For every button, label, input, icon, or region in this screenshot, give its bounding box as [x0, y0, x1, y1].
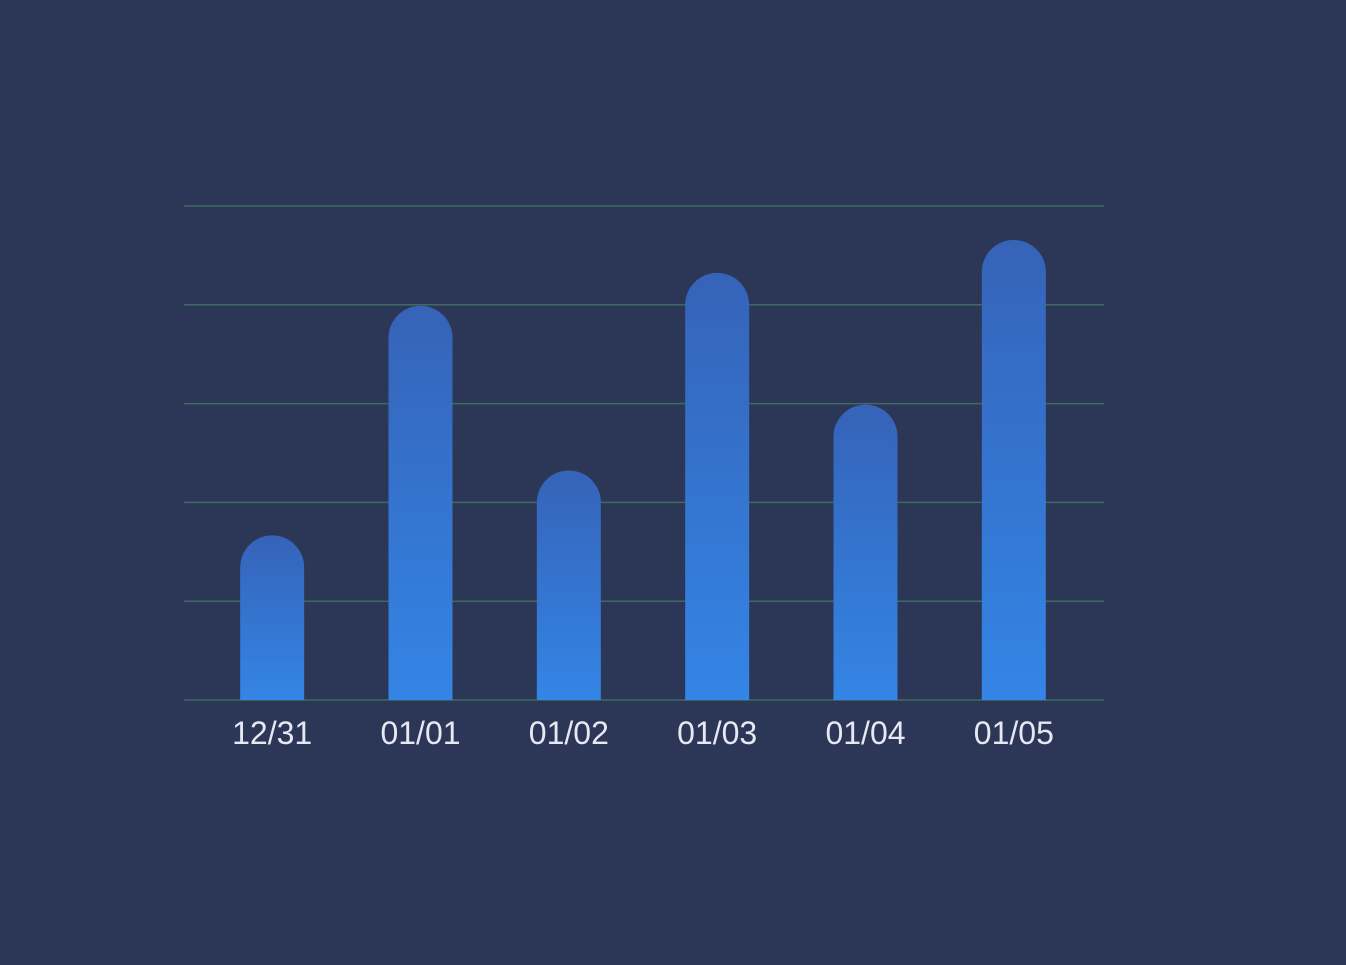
- x-tick-label: 01/04: [825, 715, 905, 751]
- bars: [240, 239, 1046, 701]
- x-tick-label: 01/03: [677, 715, 757, 751]
- bar-01-05: [981, 239, 1046, 701]
- bar-01-03: [685, 272, 750, 700]
- x-tick-label: 01/01: [380, 715, 460, 751]
- bar-01-01: [388, 305, 453, 700]
- x-tick-labels: 12/31 01/01 01/02 01/03 01/04 01/05: [232, 715, 1054, 751]
- x-tick-label: 01/05: [974, 715, 1054, 751]
- bar-01-04: [833, 404, 898, 700]
- bar-12-31: [240, 535, 305, 700]
- bar-01-02: [536, 470, 601, 700]
- x-tick-label: 01/02: [529, 715, 609, 751]
- x-tick-label: 12/31: [232, 715, 312, 751]
- gridlines: [184, 205, 1104, 701]
